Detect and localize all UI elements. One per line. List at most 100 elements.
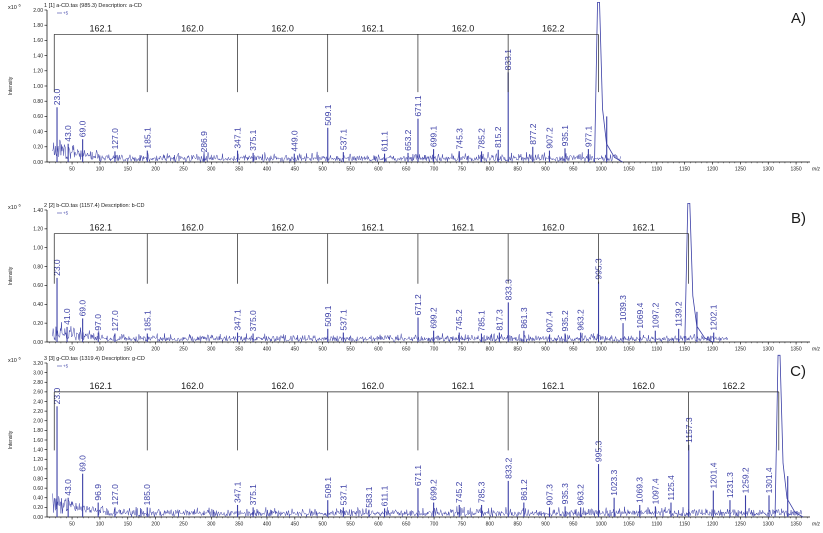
peak-label: 509.1 (323, 477, 333, 499)
x-tick-label: 800 (486, 167, 495, 173)
y-axis-label: Intensity (8, 266, 14, 285)
x-axis-label: m/z (812, 167, 821, 173)
x-tick-label: 400 (263, 167, 272, 173)
peak-label: 745.2 (454, 309, 464, 331)
peak-label: 96.9 (93, 484, 103, 501)
peak-label: 97.0 (93, 314, 103, 331)
peak-label: 127.0 (110, 310, 120, 332)
x-tick-label: 350 (235, 347, 244, 353)
x-tick-label: 950 (569, 167, 578, 173)
peak-mark (684, 203, 713, 343)
y-tick-label: 1.20 (33, 457, 43, 463)
x-tick-label: 650 (402, 347, 411, 353)
x-tick-label: 800 (486, 347, 495, 353)
y-multiplier: x10 (8, 358, 17, 364)
ladder-label: 162.2 (542, 23, 565, 33)
x-tick-label: 850 (513, 522, 522, 528)
x-tick-label: 50 (69, 347, 75, 353)
peak-label: 877.2 (528, 123, 538, 145)
x-tick-label: 500 (319, 522, 328, 528)
panel-label: B) (791, 210, 806, 227)
y-exponent: 6 (19, 356, 22, 361)
y-tick-label: 1.60 (33, 38, 43, 44)
x-tick-label: 200 (151, 347, 160, 353)
spectrum-panel-1: 1 [1] a-CD.tas (985.3) Description: a-CD… (8, 2, 821, 173)
y-multiplier: x10 (8, 205, 17, 211)
peak-label: 69.0 (78, 120, 88, 137)
y-tick-label: 1.40 (33, 208, 43, 214)
x-tick-label: 550 (346, 522, 355, 528)
peak-label: 745.2 (454, 481, 464, 503)
ladder-label: 162.1 (542, 381, 565, 391)
peak-label: 583.1 (364, 486, 374, 508)
peak-label: 977.1 (583, 126, 593, 148)
peak-label: 1069.4 (635, 302, 645, 328)
x-tick-label: 250 (179, 347, 188, 353)
x-tick-label: 300 (207, 522, 216, 528)
x-tick-label: 750 (458, 167, 467, 173)
x-tick-label: 500 (319, 347, 328, 353)
peak-label: 375.1 (248, 484, 258, 506)
x-tick-label: 1200 (707, 522, 718, 528)
x-tick-label: 1050 (623, 522, 634, 528)
y-tick-label: 1.00 (33, 84, 43, 90)
spectrum-noise-trace (52, 493, 802, 518)
peak-label: 1069.3 (635, 477, 645, 503)
y-tick-label: 0.80 (33, 476, 43, 482)
panel-header: 2 [2] b-CD.tas (1157.4) Description: b-C… (44, 203, 144, 209)
peak-label: 43.0 (63, 479, 73, 496)
x-tick-label: 650 (402, 522, 411, 528)
x-tick-label: 1250 (735, 347, 746, 353)
x-tick-label: 400 (263, 522, 272, 528)
y-tick-label: 2.40 (33, 399, 43, 405)
y-tick-label: 0.80 (33, 99, 43, 105)
peak-label: 509.1 (323, 305, 333, 327)
x-tick-label: 1350 (791, 522, 802, 528)
peak-label: 861.3 (519, 307, 529, 329)
y-tick-label: 1.80 (33, 428, 43, 434)
x-tick-label: 1100 (651, 347, 662, 353)
x-tick-label: 1050 (623, 347, 634, 353)
ladder-label: 162.1 (89, 23, 112, 33)
peak-label: 185.0 (142, 484, 152, 506)
x-tick-label: 450 (291, 522, 300, 528)
peak-label: 127.0 (110, 484, 120, 506)
peak-label: 907.4 (545, 311, 555, 333)
panel-label: A) (791, 10, 806, 27)
peak-label: 861.2 (519, 479, 529, 501)
peak-label: 745.3 (454, 128, 464, 150)
x-tick-label: 200 (151, 522, 160, 528)
x-tick-label: 1350 (791, 347, 802, 353)
y-tick-label: 1.40 (33, 447, 43, 453)
peak-label: 935.2 (560, 310, 570, 332)
ladder-label: 162.0 (542, 223, 565, 233)
y-tick-label: 0.40 (33, 496, 43, 502)
peak-label: 537.1 (338, 484, 348, 506)
x-tick-label: 150 (124, 347, 133, 353)
y-tick-label: 2.20 (33, 409, 43, 415)
peak-label: 69.0 (78, 455, 88, 472)
x-tick-label: 1000 (596, 347, 607, 353)
ladder-label: 162.0 (181, 381, 204, 391)
y-tick-label: 0.20 (33, 321, 43, 327)
x-axis-label: m/z (812, 522, 821, 528)
ladder-label: 162.0 (452, 23, 475, 33)
peak-label: 347.1 (233, 481, 243, 503)
x-tick-label: 100 (96, 167, 105, 173)
x-tick-label: 700 (430, 167, 439, 173)
peak-label: 375.0 (248, 310, 258, 332)
spectrum-panel-3: 3 [3] g-CD.tas (1319.4) Description: g-C… (8, 354, 821, 528)
x-tick-label: 750 (458, 522, 467, 528)
x-tick-label: 1200 (707, 347, 718, 353)
peak-label: 1039.3 (618, 295, 628, 321)
ladder-label: 162.1 (89, 381, 112, 391)
x-tick-label: 800 (486, 522, 495, 528)
peak-label: 785.3 (477, 481, 487, 503)
ladder-label: 162.1 (89, 223, 112, 233)
x-tick-label: 600 (374, 347, 383, 353)
x-tick-label: 50 (69, 522, 75, 528)
peak-label: 1023.3 (609, 469, 619, 495)
y-tick-label: 1.00 (33, 467, 43, 473)
x-tick-label: 500 (319, 167, 328, 173)
